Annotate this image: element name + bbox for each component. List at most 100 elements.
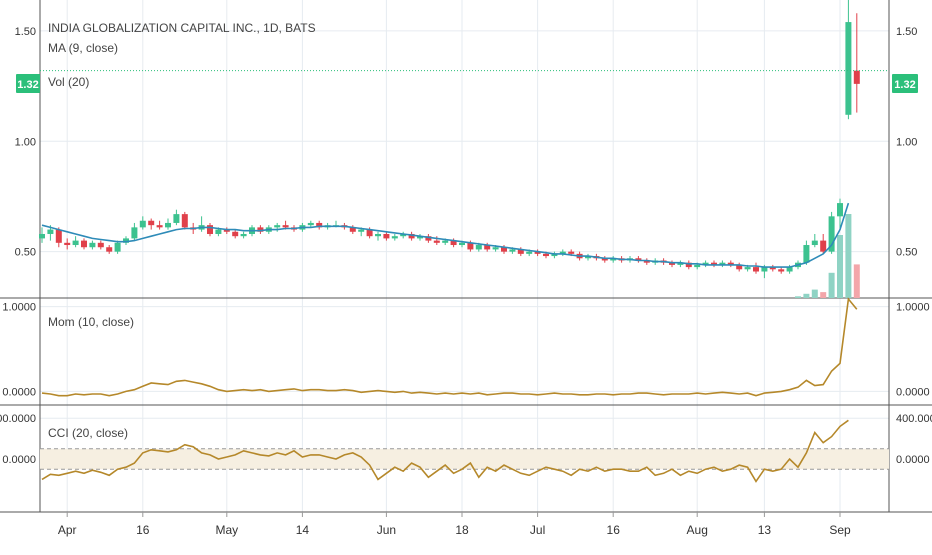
candle-body — [677, 262, 684, 265]
candle-body — [131, 227, 138, 239]
candle-body — [89, 242, 96, 248]
volume-bar — [803, 293, 810, 298]
y-tick-label-right: 1.50 — [896, 26, 917, 38]
candle-body — [753, 267, 759, 272]
volume-bar — [845, 214, 852, 298]
candle-body — [744, 267, 751, 270]
candle-body — [853, 70, 860, 84]
price-label-right: 1.32 — [892, 74, 918, 93]
candle-body — [274, 225, 281, 228]
volume-bar — [853, 264, 860, 298]
candle-body — [610, 258, 617, 261]
candle-body — [316, 222, 323, 228]
volume-bar — [820, 292, 827, 298]
candle-body — [123, 238, 129, 243]
candle-body — [635, 258, 642, 261]
candle-body — [139, 220, 146, 228]
candle-body — [501, 247, 507, 252]
candle-body — [711, 262, 717, 265]
candle-body — [64, 242, 71, 246]
y-tick-label-left: 1.0000 — [2, 302, 36, 314]
candle-body — [484, 245, 491, 250]
candle-body — [459, 242, 465, 246]
candle-body — [156, 225, 163, 228]
candle-body — [97, 242, 104, 248]
legend-mom: Mom (10, close) — [48, 315, 134, 329]
legend-title: INDIA GLOBALIZATION CAPITAL INC., 1D, BA… — [48, 21, 316, 35]
candle-body — [39, 233, 45, 239]
x-tick-label: 16 — [607, 523, 621, 537]
candle-body — [232, 231, 239, 237]
y-tick-label-right: 0.0000 — [896, 386, 930, 398]
y-tick-label-right: 0.50 — [896, 247, 917, 259]
x-tick-label: 14 — [296, 523, 310, 537]
candle-body — [173, 214, 180, 223]
cci-line — [41, 419, 849, 483]
price-label-left: 1.32 — [16, 74, 40, 93]
pane-frames — [0, 0, 932, 513]
candle-body — [685, 262, 692, 268]
candle-body — [148, 220, 155, 226]
candle-body — [366, 229, 373, 237]
candle-body — [181, 214, 188, 228]
legend: INDIA GLOBALIZATION CAPITAL INC., 1D, BA… — [48, 21, 316, 440]
axis-labels: Apr 16 May 14 Jun 18 Jul 16 Aug 13 Sep 1.50 1.50 1.00… — [0, 26, 932, 537]
candle-body — [425, 236, 432, 241]
candle-body — [568, 251, 575, 254]
candle-body — [761, 267, 768, 272]
candle-body — [240, 233, 247, 237]
candle-body — [694, 264, 701, 268]
candle-body — [433, 240, 440, 243]
y-tick-label-left: 400.0000 — [0, 413, 36, 425]
candle-body — [769, 267, 776, 270]
ma-line — [41, 202, 850, 268]
x-tick-label: 16 — [136, 523, 150, 537]
candle-body — [492, 247, 499, 250]
x-tick-label: May — [215, 523, 238, 537]
x-tick-label: 13 — [758, 523, 772, 537]
x-tick-label: Aug — [687, 523, 708, 537]
x-tick-label: Jun — [377, 523, 396, 537]
candle-body — [223, 229, 230, 232]
y-tick-label-left: 0.0000 — [2, 454, 36, 466]
legend-vol: Vol (20) — [48, 75, 89, 89]
candle-body — [702, 262, 709, 265]
momentum-line — [41, 297, 858, 397]
y-tick-label-left: 1.50 — [15, 26, 36, 38]
candle-body — [736, 264, 743, 270]
candle-body — [114, 242, 121, 252]
candle-body — [408, 233, 415, 239]
volume-bar — [811, 289, 818, 298]
cci-band-fill — [40, 448, 889, 470]
candle-body — [509, 249, 516, 252]
candle-body — [786, 267, 793, 272]
candle-body — [383, 233, 390, 239]
candle-body — [391, 236, 398, 239]
volume-bar — [795, 296, 801, 298]
candlestick-series[interactable] — [39, 0, 860, 279]
candle-body — [358, 229, 365, 232]
candle-body — [820, 240, 827, 252]
candle-body — [727, 262, 734, 265]
candle-body — [601, 258, 608, 261]
y-tick-label-left: 0.0000 — [2, 386, 36, 398]
candle-body — [526, 251, 533, 254]
price-label-right-text: 1.32 — [894, 79, 915, 91]
candle-body — [543, 253, 549, 257]
candle-body — [307, 222, 314, 226]
candle-body — [811, 240, 818, 246]
candle-body — [803, 245, 810, 263]
candle-body — [72, 240, 79, 246]
candle-body — [375, 233, 381, 237]
candle-body — [585, 256, 591, 259]
candle-body — [551, 253, 558, 257]
candle-body — [828, 216, 835, 252]
x-tick-label: Jul — [530, 523, 545, 537]
candle-body — [400, 233, 407, 237]
candle-body — [106, 247, 113, 252]
candle-body — [47, 229, 54, 234]
candle-body — [467, 242, 474, 250]
candle-body — [778, 269, 785, 272]
